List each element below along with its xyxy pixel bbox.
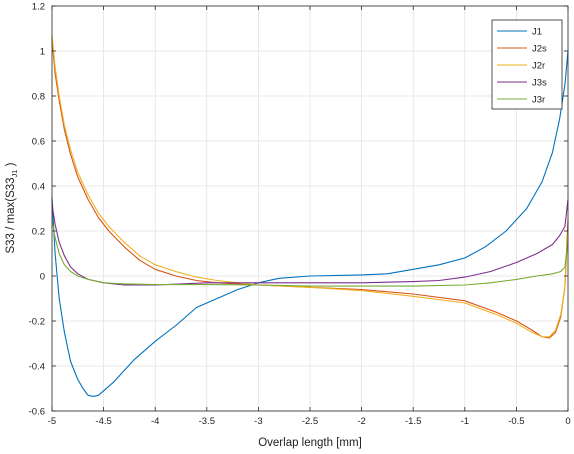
x-axis-ticks: -5 -4.5 -4 -3.5 -3 -2.5 -2 -1.5 -1 -0.5 0 [48, 6, 571, 427]
x-tick-label: -4.5 [95, 416, 111, 427]
x-axis-label: Overlap length [mm] [258, 437, 362, 449]
y-tick-label: -0.4 [29, 362, 45, 373]
y-tick-label: -0.6 [29, 407, 45, 418]
y-tick-label: 0.8 [32, 92, 45, 103]
y-tick-label: 0.6 [32, 137, 45, 148]
y-axis-label-subscript: J1 [10, 170, 19, 178]
x-tick-label: -3 [254, 416, 262, 427]
legend: J1 J2s J2r J3s J3r [491, 19, 563, 110]
legend-label-j2s: J2s [532, 44, 547, 55]
y-tick-label: 0.4 [32, 182, 45, 193]
legend-label-j1: J1 [532, 27, 542, 38]
y-axis-label: S33 / max(S33J1 ) [5, 162, 19, 253]
y-tick-label: 1.2 [32, 2, 45, 13]
x-tick-label: -5 [48, 416, 56, 427]
legend-label-j3s: J3s [532, 78, 547, 89]
series-line-j3r [51, 219, 569, 287]
x-tick-label: 0 [565, 416, 570, 427]
series-line-j3s [51, 199, 569, 286]
x-tick-label: -3.5 [199, 416, 215, 427]
legend-label-j3r: J3r [532, 95, 545, 106]
x-tick-label: -2.5 [302, 416, 318, 427]
series-line-j2r [51, 35, 569, 338]
y-axis-label-tail: ) [5, 162, 17, 169]
y-tick-label: 1 [40, 47, 45, 58]
series-group [51, 35, 569, 397]
y-tick-label: -0.2 [29, 317, 45, 328]
x-tick-label: -4 [151, 416, 159, 427]
y-axis-label-main: S33 / max(S33 [5, 177, 17, 253]
x-tick-label: -0.5 [508, 416, 524, 427]
y-tick-label: 0.2 [32, 227, 45, 238]
x-tick-label: -1 [461, 416, 469, 427]
y-axis-ticks: -0.6 -0.4 -0.2 0 0.2 0.4 0.6 0.8 1 1.2 [29, 2, 568, 418]
x-tick-label: -1.5 [405, 416, 421, 427]
legend-label-j2r: J2r [532, 61, 545, 72]
y-tick-label: 0 [40, 272, 45, 283]
series-line-j1 [51, 50, 569, 397]
x-tick-label: -2 [357, 416, 365, 427]
